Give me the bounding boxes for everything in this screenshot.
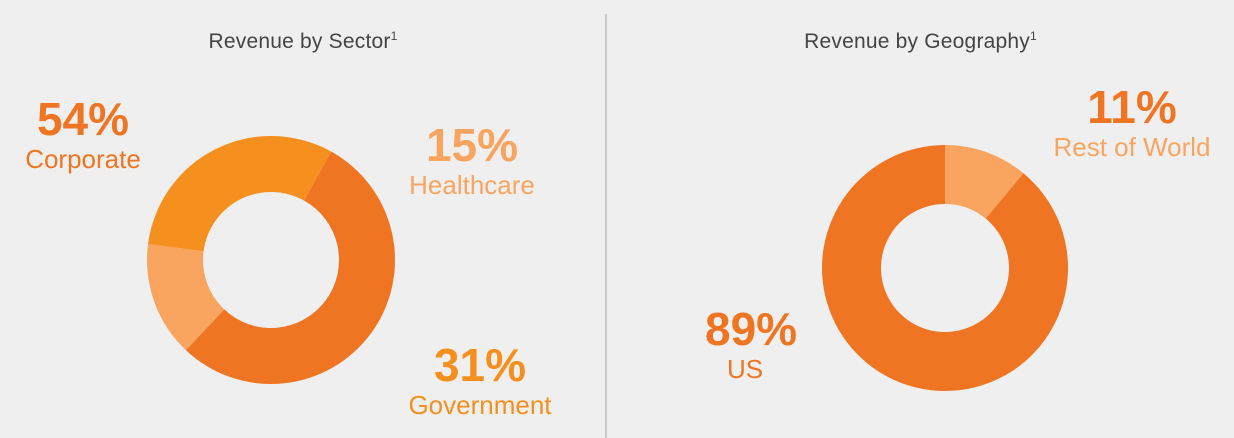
label-healthcare: 15% Healthcare bbox=[392, 122, 552, 198]
government-name: Government bbox=[408, 390, 552, 420]
healthcare-name: Healthcare bbox=[409, 170, 535, 200]
geography-chart-panel: Revenue by Geography1 11% Rest of World … bbox=[607, 0, 1234, 438]
slice-rest-of-world bbox=[945, 145, 1024, 219]
corporate-percent: 54% bbox=[36, 93, 130, 145]
sector-chart-panel: Revenue by Sector1 54% Corporate 15% Hea… bbox=[0, 0, 606, 438]
slice-government bbox=[148, 135, 332, 252]
geography-chart-title: Revenue by Geography1 bbox=[804, 29, 1037, 53]
healthcare-percent: 15% bbox=[425, 119, 519, 171]
rest-of-world-name: Rest of World bbox=[1053, 132, 1211, 162]
label-us: 89% US bbox=[705, 306, 817, 382]
geography-donut-chart bbox=[822, 145, 1068, 391]
sector-chart-title: Revenue by Sector1 bbox=[208, 29, 398, 53]
slice-corporate bbox=[185, 151, 395, 385]
slice-us bbox=[822, 145, 1068, 391]
slice-healthcare bbox=[147, 244, 225, 351]
us-name: US bbox=[727, 354, 764, 384]
government-percent: 31% bbox=[433, 339, 527, 391]
panel-divider bbox=[605, 14, 607, 438]
label-rest-of-world: 11% Rest of World bbox=[1037, 84, 1227, 160]
label-corporate: 54% Corporate bbox=[8, 96, 158, 172]
us-percent: 89% bbox=[705, 303, 798, 355]
label-government: 31% Government bbox=[390, 342, 570, 418]
rest-of-world-percent: 11% bbox=[1087, 81, 1177, 133]
sector-donut-chart bbox=[147, 135, 395, 385]
corporate-name: Corporate bbox=[25, 144, 141, 174]
